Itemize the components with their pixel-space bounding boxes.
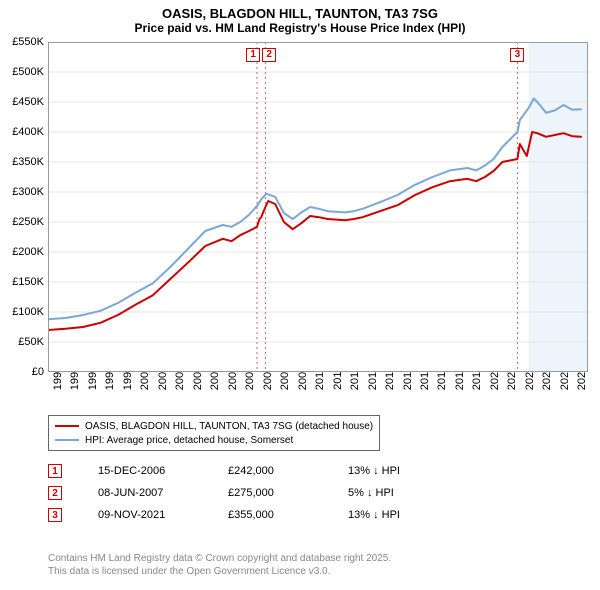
chart-container: OASIS, BLAGDON HILL, TAUNTON, TA3 7SG Pr…	[0, 0, 600, 590]
detail-row: 1 15-DEC-2006£242,00013% ↓ HPI	[48, 460, 468, 482]
y-tick-label: £450K	[12, 96, 44, 108]
y-tick-label: £500K	[12, 66, 44, 78]
footer-line1: Contains HM Land Registry data © Crown c…	[48, 552, 391, 565]
y-tick-label: £300K	[12, 186, 44, 198]
detail-delta: 5% ↓ HPI	[348, 487, 468, 499]
title-block: OASIS, BLAGDON HILL, TAUNTON, TA3 7SG Pr…	[0, 0, 600, 35]
marker-box: 3	[48, 508, 62, 522]
y-tick-label: £250K	[12, 216, 44, 228]
marker-box: 2	[48, 486, 62, 500]
y-tick-label: £0	[32, 366, 44, 378]
legend-label: HPI: Average price, detached house, Some…	[85, 435, 293, 446]
detail-date: 08-JUN-2007	[98, 487, 228, 499]
transaction-details: 115-DEC-2006£242,00013% ↓ HPI208-JUN-200…	[48, 460, 468, 526]
footer-line2: This data is licensed under the Open Gov…	[48, 565, 391, 578]
marker-box: 3	[510, 48, 524, 62]
y-tick-label: £100K	[12, 306, 44, 318]
chart-marker-label: 3	[510, 44, 524, 62]
chart-marker-label: 12	[246, 44, 276, 62]
legend-label: OASIS, BLAGDON HILL, TAUNTON, TA3 7SG (d…	[85, 421, 373, 432]
chart-title: OASIS, BLAGDON HILL, TAUNTON, TA3 7SG	[0, 6, 600, 21]
detail-price: £355,000	[228, 509, 348, 521]
footer-note: Contains HM Land Registry data © Crown c…	[48, 552, 391, 578]
chart-subtitle: Price paid vs. HM Land Registry's House …	[0, 21, 600, 35]
detail-price: £275,000	[228, 487, 348, 499]
detail-row: 3 09-NOV-2021£355,00013% ↓ HPI	[48, 504, 468, 526]
detail-delta: 13% ↓ HPI	[348, 509, 468, 521]
detail-date: 09-NOV-2021	[98, 509, 228, 521]
legend: OASIS, BLAGDON HILL, TAUNTON, TA3 7SG (d…	[48, 415, 380, 451]
y-tick-label: £200K	[12, 246, 44, 258]
detail-delta: 13% ↓ HPI	[348, 465, 468, 477]
marker-box: 1	[246, 48, 260, 62]
legend-item: HPI: Average price, detached house, Some…	[55, 433, 373, 447]
y-tick-label: £350K	[12, 156, 44, 168]
marker-box: 2	[262, 48, 276, 62]
y-tick-label: £50K	[18, 336, 44, 348]
x-axis-labels: 1995199619971998199920002001200220032004…	[48, 378, 588, 418]
chart-plot	[48, 42, 588, 372]
legend-swatch	[55, 439, 79, 441]
marker-box: 1	[48, 464, 62, 478]
legend-swatch	[55, 425, 79, 427]
detail-date: 15-DEC-2006	[98, 465, 228, 477]
y-tick-label: £150K	[12, 276, 44, 288]
detail-price: £242,000	[228, 465, 348, 477]
y-tick-label: £400K	[12, 126, 44, 138]
y-tick-label: £550K	[12, 36, 44, 48]
y-axis-labels: £0£50K£100K£150K£200K£250K£300K£350K£400…	[0, 42, 44, 372]
legend-item: OASIS, BLAGDON HILL, TAUNTON, TA3 7SG (d…	[55, 419, 373, 433]
detail-row: 2 08-JUN-2007£275,0005% ↓ HPI	[48, 482, 468, 504]
